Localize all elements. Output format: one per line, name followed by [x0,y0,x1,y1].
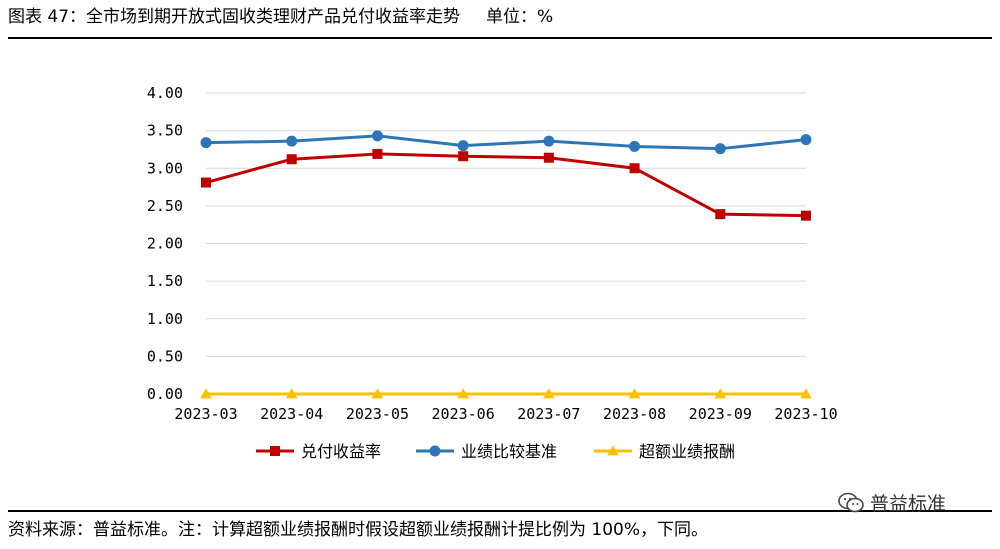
y-tick-label: 2.00 [147,235,183,253]
legend-label: 超额业绩报酬 [639,442,735,461]
data-point [800,388,812,399]
data-point [371,130,383,142]
watermark-text: 普益标准 [870,493,947,515]
data-point [715,209,726,220]
x-tick-label: 2023-04 [260,405,323,423]
data-point [457,388,469,399]
data-point [270,446,280,456]
source-note: 资料来源：普益标准。注：计算超额业绩报酬时假设超额业绩报酬计提比例为 100%，… [8,520,709,540]
data-point [714,388,727,399]
y-tick-label: 0.50 [147,347,183,365]
x-tick-label: 2023-10 [774,405,837,423]
data-point [371,388,384,399]
data-point [285,388,298,399]
x-tick-label: 2023-06 [432,405,495,423]
data-point [629,140,641,152]
line-chart: 0.00 0.50 1.00 1.50 2.00 2.50 3.00 3.50 4.00 2023… [147,84,838,461]
chart-header: 图表 47：全市场到期开放式固收类理财产品兑付收益率走势 单位：% [8,4,992,30]
data-point [801,210,811,221]
series-line [205,152,807,218]
top-rule [8,37,992,39]
x-tick-label: 2023-07 [517,405,580,423]
data-point [607,445,619,456]
data-point [543,388,555,399]
legend-label: 兑付收益率 [301,442,381,461]
chart-title: 图表 47：全市场到期开放式固收类理财产品兑付收益率走势 [8,7,461,27]
y-tick-label: 0.00 [147,385,183,403]
bottom-rule [8,510,992,512]
y-tick-label: 1.00 [147,310,183,328]
data-point [800,134,812,146]
data-point [458,151,469,162]
data-point [200,388,212,399]
y-tick-label: 1.50 [147,272,183,290]
x-tick-label: 2023-05 [346,405,409,423]
data-point [714,143,726,155]
data-point [286,135,298,147]
data-point [286,154,297,165]
chart-unit: 单位：% [486,7,554,27]
data-point [543,135,555,147]
x-tick-label: 2023-03 [174,405,237,423]
data-point [372,148,383,159]
y-tick-label: 3.50 [147,122,183,140]
x-tick-label: 2023-09 [689,405,752,423]
data-point [543,152,554,163]
y-tick-label: 3.00 [147,159,183,177]
data-point [201,177,211,188]
y-tick-label: 2.50 [147,197,183,215]
data-point [457,140,469,152]
data-point [628,388,641,399]
data-point [629,163,640,174]
data-point [429,445,441,457]
wechat-icon [838,492,864,514]
legend-label: 业绩比较基准 [461,442,557,461]
y-tick-label: 4.00 [147,84,183,102]
watermark: 普益标准 [838,489,946,516]
x-tick-label: 2023-08 [603,405,666,423]
series-line [205,134,807,151]
data-point [200,137,212,149]
